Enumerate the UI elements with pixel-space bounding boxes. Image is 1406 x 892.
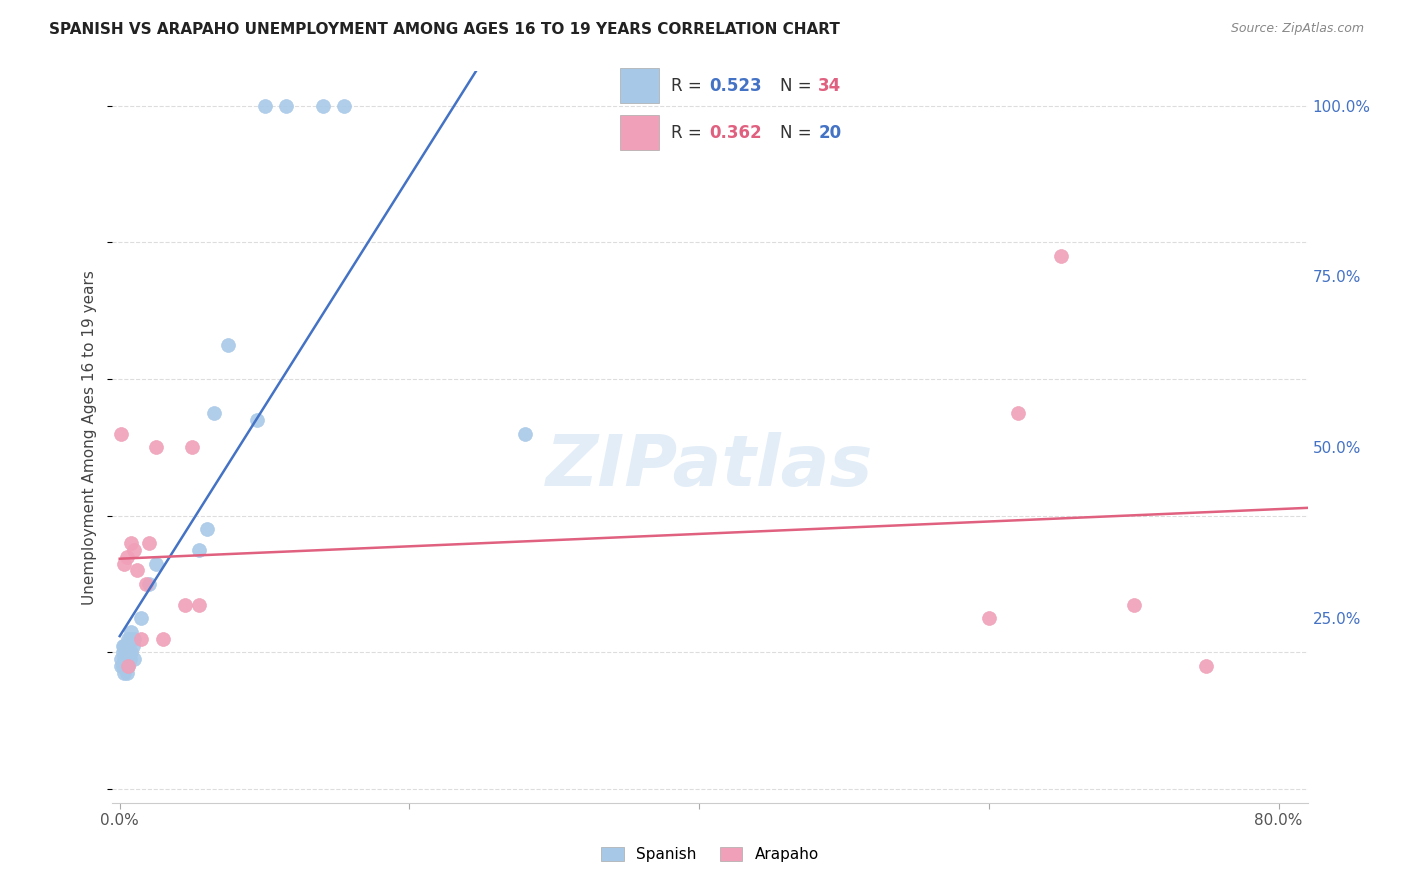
Point — [115, 549, 138, 564]
Bar — [620, 115, 659, 150]
Point — [114, 659, 136, 673]
Point — [138, 577, 160, 591]
Point — [111, 659, 134, 673]
Text: N =: N = — [780, 124, 817, 142]
Point — [111, 645, 134, 659]
Point — [121, 639, 143, 653]
Point — [117, 659, 139, 673]
Point — [110, 652, 132, 666]
Point — [333, 98, 356, 112]
Point — [118, 652, 141, 666]
Point — [1007, 406, 1029, 420]
Point — [188, 598, 211, 612]
Text: N =: N = — [780, 77, 817, 95]
Point — [120, 536, 142, 550]
Point — [135, 577, 157, 591]
Point — [276, 98, 298, 112]
Text: SPANISH VS ARAPAHO UNEMPLOYMENT AMONG AGES 16 TO 19 YEARS CORRELATION CHART: SPANISH VS ARAPAHO UNEMPLOYMENT AMONG AG… — [49, 22, 841, 37]
Text: ZIPatlas: ZIPatlas — [547, 432, 873, 500]
Text: 0.362: 0.362 — [709, 124, 762, 142]
Text: 0.523: 0.523 — [709, 77, 762, 95]
Point — [120, 645, 142, 659]
Point — [117, 632, 139, 646]
Point — [117, 659, 139, 673]
Point — [110, 659, 132, 673]
Point — [977, 611, 1000, 625]
Legend: Spanish, Arapaho: Spanish, Arapaho — [595, 841, 825, 868]
Point — [120, 624, 142, 639]
Point — [127, 563, 149, 577]
Point — [246, 413, 269, 427]
Y-axis label: Unemployment Among Ages 16 to 19 years: Unemployment Among Ages 16 to 19 years — [82, 269, 97, 605]
Point — [122, 632, 145, 646]
Point — [1122, 598, 1144, 612]
Point — [112, 652, 135, 666]
Point — [112, 639, 135, 653]
Point — [115, 665, 138, 680]
Point — [111, 639, 134, 653]
Text: R =: R = — [671, 77, 707, 95]
Point — [110, 426, 132, 441]
Point — [202, 406, 225, 420]
Point — [515, 426, 537, 441]
Point — [181, 440, 204, 454]
Point — [253, 98, 276, 112]
Point — [174, 598, 197, 612]
Point — [122, 542, 145, 557]
Bar — [620, 69, 659, 103]
Text: Source: ZipAtlas.com: Source: ZipAtlas.com — [1230, 22, 1364, 36]
Text: 20: 20 — [818, 124, 841, 142]
Point — [311, 98, 333, 112]
Point — [195, 522, 218, 536]
Point — [152, 632, 174, 646]
Text: 34: 34 — [818, 77, 842, 95]
Point — [131, 632, 153, 646]
Point — [118, 632, 141, 646]
Point — [145, 557, 167, 571]
Point — [112, 665, 135, 680]
Point — [1195, 659, 1218, 673]
Point — [122, 652, 145, 666]
Text: R =: R = — [671, 124, 707, 142]
Point — [115, 652, 138, 666]
Point — [1050, 249, 1073, 263]
Point — [188, 542, 211, 557]
Point — [131, 611, 153, 625]
Point — [145, 440, 167, 454]
Point — [114, 645, 136, 659]
Point — [112, 557, 135, 571]
Point — [138, 536, 160, 550]
Point — [217, 338, 239, 352]
